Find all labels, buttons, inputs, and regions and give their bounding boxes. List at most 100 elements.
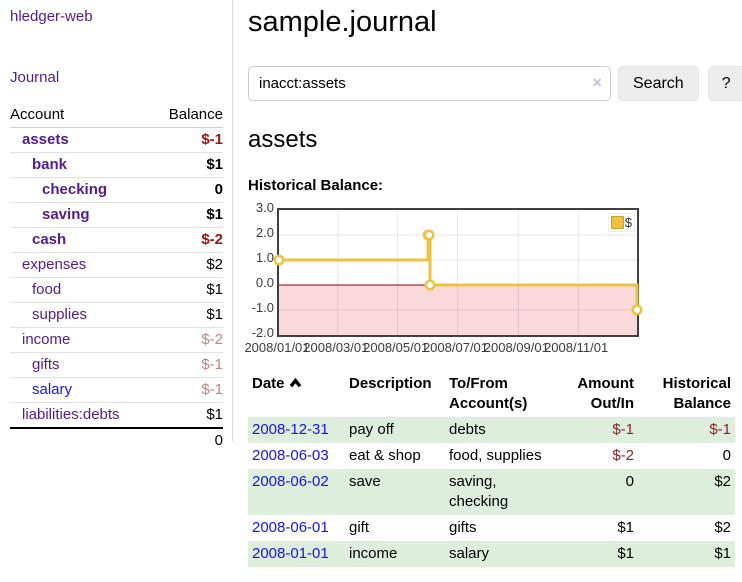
chart-title: Historical Balance: — [248, 177, 384, 194]
app-brand-link[interactable]: hledger-web — [10, 8, 93, 25]
account-row: gifts $-1 — [10, 352, 223, 378]
transaction-balance: $1 — [714, 545, 731, 562]
x-tick-label: 2008/09/01 — [483, 340, 549, 355]
account-balance: 0 — [152, 177, 223, 203]
legend-label: $ — [624, 215, 632, 230]
account-balance: $-2 — [152, 227, 223, 253]
y-tick-label: 3.0 — [255, 200, 274, 215]
account-link-cash[interactable]: cash — [32, 231, 67, 248]
account-link-saving[interactable]: saving — [42, 206, 90, 223]
register-row: 2008-06-03 eat & shop food, supplies $-2… — [248, 443, 735, 469]
account-row: supplies $1 — [10, 302, 223, 328]
transaction-description: income — [349, 545, 398, 562]
register-header-date[interactable]: Date — [248, 371, 345, 417]
chart-legend: $ — [607, 213, 635, 232]
transaction-accounts: gifts — [449, 519, 477, 536]
transaction-balance: 0 — [722, 447, 731, 464]
register-row: 2008-06-02 save saving, checking 0 $2 — [248, 469, 735, 515]
account-link-income[interactable]: income — [22, 331, 71, 348]
search-box: × — [248, 66, 611, 101]
x-tick-label: 2008/01/01 — [244, 340, 310, 355]
transaction-amount: $-2 — [612, 447, 634, 464]
transaction-accounts: debts — [449, 421, 486, 438]
account-row: income $-2 — [10, 327, 223, 353]
accounts-header-row: Account Balance — [10, 103, 223, 128]
transaction-date-link[interactable]: 2008-06-01 — [252, 519, 329, 536]
account-balance: $1 — [152, 302, 223, 328]
y-tick-label: -2.0 — [251, 325, 274, 340]
account-balance: $-1 — [152, 377, 223, 403]
account-heading: assets — [248, 126, 318, 153]
account-link-food[interactable]: food — [32, 281, 62, 298]
transaction-balance: $-1 — [709, 421, 731, 438]
account-row: saving $1 — [10, 202, 223, 228]
account-link-salary[interactable]: salary — [32, 381, 73, 398]
clear-search-icon[interactable]: × — [592, 73, 602, 92]
search-button[interactable]: Search — [618, 66, 699, 101]
search-input[interactable] — [248, 66, 611, 101]
accounts-total-value: 0 — [152, 427, 223, 453]
register-row: 2008-06-01 gift gifts $1 $2 — [248, 515, 735, 541]
account-row: bank $1 — [10, 152, 223, 178]
register-header-amount: Amount Out/In — [577, 375, 634, 412]
account-row: checking 0 — [10, 177, 223, 203]
transaction-description: pay off — [349, 421, 394, 438]
chart-plot-area[interactable]: $ — [273, 208, 643, 337]
x-tick-label: 2008/11/01 — [544, 340, 609, 355]
accounts-tree-table: Account Balance assets $-1 bank $1 check… — [10, 103, 223, 453]
balance-chart: 3.0 2.0 1.0 0.0 -1.0 -2.0 $ 2008/01/01 2008/03… — [244, 200, 728, 356]
accounts-header-balance: Balance — [152, 103, 223, 128]
transaction-description: save — [349, 473, 381, 490]
account-row: cash $-2 — [10, 227, 223, 253]
y-tick-label: 2.0 — [255, 225, 274, 240]
account-row: expenses $2 — [10, 252, 223, 278]
transaction-date-link[interactable]: 2008-06-03 — [252, 447, 329, 464]
account-balance: $1 — [152, 152, 223, 178]
x-tick-label: 2008/03/01 — [303, 340, 369, 355]
sort-ascending-icon — [289, 378, 301, 388]
transaction-description: eat & shop — [349, 447, 421, 464]
legend-swatch — [610, 216, 624, 229]
transaction-accounts: salary — [449, 545, 490, 562]
account-balance: $1 — [152, 402, 223, 429]
account-link-liabilities-debts[interactable]: liabilities:debts — [22, 406, 120, 423]
register-table: Date Description To/From Account(s) Amou… — [248, 371, 735, 567]
transaction-amount: $1 — [617, 519, 634, 536]
transaction-description: gift — [349, 519, 370, 536]
account-row: food $1 — [10, 277, 223, 303]
chart-x-axis: 2008/01/01 2008/03/01 2008/05/01 2008/07/01… — [244, 340, 635, 356]
transaction-amount: 0 — [625, 473, 634, 490]
account-link-gifts[interactable]: gifts — [32, 356, 60, 373]
account-link-bank[interactable]: bank — [32, 156, 68, 173]
account-link-supplies[interactable]: supplies — [32, 306, 88, 323]
register-header-accounts: To/From Account(s) — [449, 375, 528, 412]
y-tick-label: 0.0 — [255, 275, 274, 290]
transaction-balance: $2 — [714, 473, 731, 490]
transaction-amount: $-1 — [612, 421, 634, 438]
transaction-date-link[interactable]: 2008-01-01 — [252, 545, 329, 562]
account-balance: $-1 — [152, 352, 223, 378]
register-header-row: Date Description To/From Account(s) Amou… — [248, 371, 735, 417]
help-button[interactable]: ? — [707, 66, 742, 101]
account-link-checking[interactable]: checking — [42, 181, 108, 198]
account-link-assets[interactable]: assets — [22, 131, 69, 148]
transaction-accounts: saving, checking — [449, 473, 509, 510]
account-balance: $-1 — [152, 127, 223, 153]
chart-canvas — [273, 210, 643, 335]
account-row: salary $-1 — [10, 377, 223, 403]
account-balance: $1 — [152, 277, 223, 303]
account-balance: $1 — [152, 202, 223, 228]
transaction-date-link[interactable]: 2008-12-31 — [252, 421, 329, 438]
transaction-date-link[interactable]: 2008-06-02 — [252, 473, 329, 490]
account-row: liabilities:debts $1 — [10, 402, 223, 429]
page-title: sample.journal — [248, 6, 437, 38]
account-link-expenses[interactable]: expenses — [22, 256, 87, 273]
chart-y-axis: 3.0 2.0 1.0 0.0 -1.0 -2.0 — [240, 200, 274, 340]
sidebar: hledger-web Journal Account Balance asse… — [0, 0, 233, 453]
register-header-balance: Historical Balance — [662, 375, 731, 412]
accounts-total-row: 0 — [10, 427, 223, 453]
register-row: 2008-01-01 income salary $1 $1 — [248, 541, 735, 567]
transaction-amount: $1 — [617, 545, 634, 562]
account-balance: $-2 — [152, 327, 223, 353]
sidebar-item-journal[interactable]: Journal — [10, 69, 60, 86]
